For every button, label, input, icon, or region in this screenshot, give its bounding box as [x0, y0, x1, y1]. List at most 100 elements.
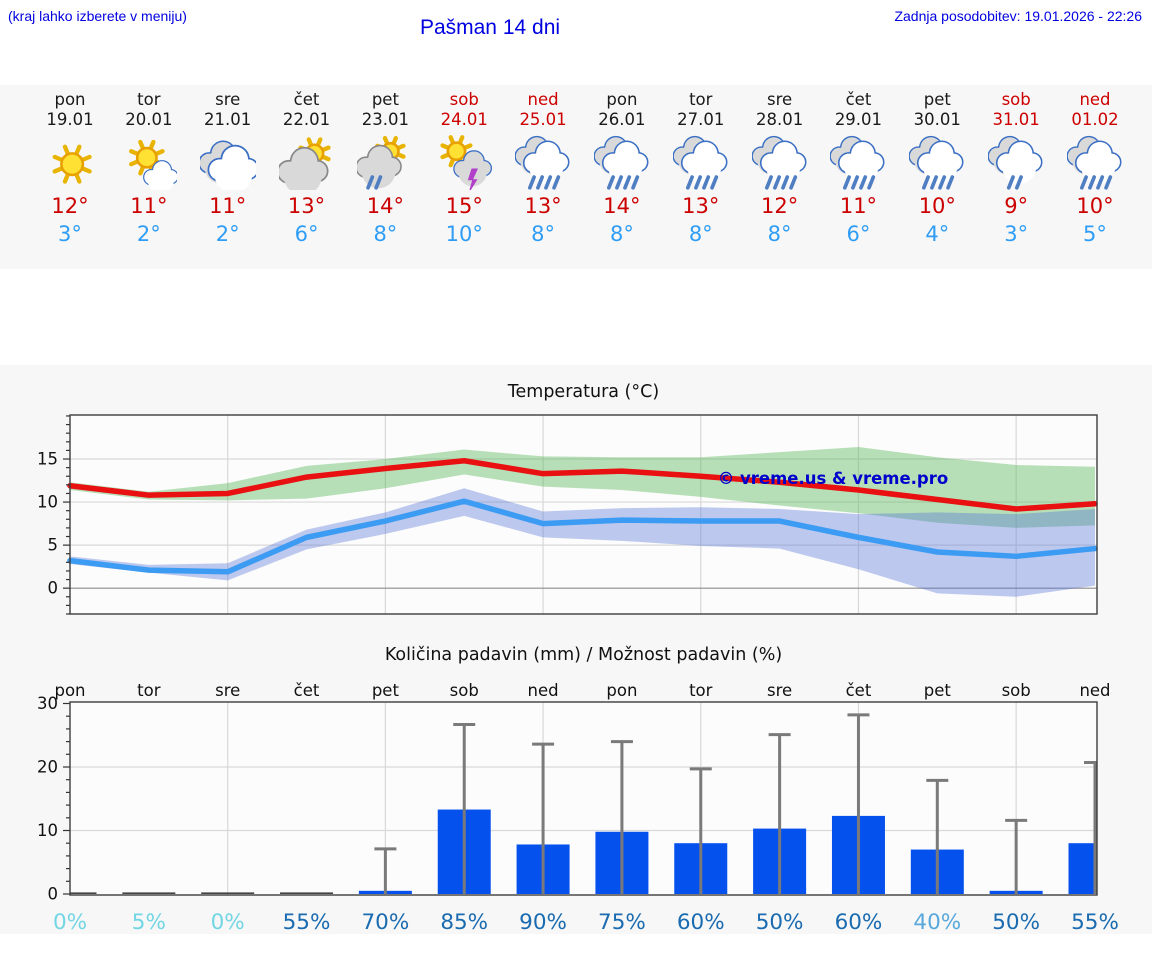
high-temp-label: 13°	[682, 194, 720, 218]
day-column: sre 28.01 12° 8°	[740, 85, 819, 269]
high-temp-label: 10°	[1076, 194, 1114, 218]
low-temp-label: 3°	[58, 222, 82, 246]
low-temp-label: 8°	[767, 222, 792, 246]
plot-frame	[69, 701, 1098, 896]
low-temp-label: 6°	[294, 222, 319, 246]
day-column: sob 24.01 15° 10°	[425, 85, 504, 269]
day-column: pet 23.01 14° 8°	[346, 85, 425, 269]
day-date-label: 25.01	[519, 110, 567, 129]
precip-probability-label: 60%	[835, 910, 883, 935]
page-title: Pašman 14 dni	[419, 16, 561, 39]
high-temp-label: 11°	[130, 194, 168, 218]
y-tick-label: 5	[48, 536, 59, 555]
precip-probability-label: 0%	[53, 910, 87, 935]
rain-icon	[672, 135, 728, 190]
high-temp-label: 15°	[445, 194, 483, 218]
precip-bar	[1068, 843, 1097, 894]
precip-probability-label: 5%	[132, 910, 166, 935]
plot-area	[70, 415, 1097, 614]
day-axis-label: pet	[924, 681, 952, 700]
precip-probability-label: 90%	[519, 910, 567, 935]
day-axis-label: tor	[689, 681, 713, 700]
precip-bar-zero	[70, 892, 97, 894]
day-column: čet 22.01 13° 6°	[267, 85, 346, 269]
day-name-label: sre	[767, 90, 793, 109]
min-temp-range-band	[70, 488, 1096, 597]
precip-probability-label: 85%	[440, 910, 488, 935]
rain-icon	[1066, 135, 1122, 190]
rain-icon	[515, 135, 570, 190]
high-temp-label: 10°	[918, 194, 956, 218]
day-date-label: 23.01	[361, 110, 409, 129]
watermark-text: © vreme.us & vreme.pro	[718, 469, 948, 488]
location-menu-hint: (kraj lahko izberete v meniju)	[8, 8, 187, 24]
day-axis-label: tor	[137, 681, 161, 700]
precip-bar-zero	[280, 892, 334, 894]
day-column: sob 31.01 9° 3°	[977, 85, 1056, 269]
day-column: tor 20.01 11° 2°	[109, 85, 188, 269]
day-date-label: 30.01	[913, 110, 961, 129]
sun-small-cloud-icon	[128, 139, 177, 190]
sun-cloud-rain-icon	[357, 136, 406, 190]
day-axis-label: sob	[1002, 681, 1031, 700]
precip-probability-label: 70%	[361, 910, 409, 935]
day-name-label: čet	[845, 90, 872, 109]
day-column: ned 01.02 10° 5°	[1056, 85, 1135, 269]
day-name-label: tor	[137, 90, 161, 109]
day-axis-label: pon	[606, 681, 637, 700]
day-column: ned 25.01 13° 8°	[504, 85, 583, 269]
day-date-label: 24.01	[440, 110, 488, 129]
day-axis-label: sre	[767, 681, 792, 700]
precip-probability-label: 60%	[677, 910, 725, 935]
rain-light-icon	[988, 135, 1043, 190]
sun-cloud-thunder-icon	[440, 135, 493, 190]
low-temp-label: 2°	[215, 222, 240, 246]
last-update-label: Zadnja posodobitev: 19.01.2026 - 22:26	[894, 8, 1142, 24]
precipitation-chart: pon tor sre čet pet sob ned pon tor sre čet pet sob n…	[37, 681, 1119, 935]
day-column: pon 26.01 14° 8°	[583, 85, 662, 269]
day-date-label: 26.01	[598, 110, 646, 129]
day-date-label: 29.01	[834, 110, 883, 129]
day-axis-label: ned	[1079, 681, 1110, 700]
rain-icon	[830, 135, 885, 190]
day-name-label: ned	[1079, 90, 1111, 109]
day-axis-label: čet	[846, 681, 872, 700]
high-temp-label: 14°	[366, 194, 404, 218]
day-name-label: sob	[449, 90, 479, 109]
day-date-label: 19.01	[46, 110, 94, 129]
y-tick-label: 30	[37, 694, 58, 713]
y-tick-label: 0	[48, 579, 59, 598]
day-name-label: pon	[606, 90, 638, 109]
precip-probability-label: 0%	[211, 910, 245, 935]
temperature-chart-title: Temperatura (°C)	[507, 382, 660, 402]
day-date-label: 20.01	[125, 110, 173, 129]
day-date-label: 01.02	[1071, 110, 1119, 129]
day-axis-label: sre	[215, 681, 240, 700]
precip-probability-label: 55%	[1071, 910, 1119, 935]
low-temp-label: 8°	[531, 222, 555, 246]
high-temp-label: 11°	[839, 194, 878, 218]
day-axis-label: pet	[372, 681, 400, 700]
max-temp-range-band	[70, 446, 1096, 528]
day-name-label: pet	[923, 90, 951, 109]
day-column: pon 19.01 12° 3°	[31, 85, 110, 269]
high-temp-label: 12°	[51, 194, 89, 218]
high-temp-label: 9°	[1004, 194, 1029, 218]
day-column: tor 27.01 13° 8°	[661, 85, 740, 269]
low-temp-label: 8°	[373, 222, 398, 246]
precip-probability-label: 55%	[283, 910, 331, 935]
rain-icon	[751, 135, 807, 190]
high-temp-label: 12°	[760, 194, 799, 218]
fourteen-day-strip: pon 19.01 12° 3° tor 20.01 11° 2° sre 21.01 11° 2° č…	[0, 85, 1152, 269]
day-name-label: tor	[689, 90, 713, 109]
precip-probability-label: 75%	[598, 910, 646, 935]
precipitation-chart-title: Količina padavin (mm) / Možnost padavin …	[384, 645, 783, 665]
low-temp-label: 8°	[609, 222, 634, 246]
temperature-chart: © vreme.us & vreme.pro 0 5 10 15	[37, 414, 1098, 615]
day-name-label: pon	[54, 90, 86, 109]
precip-bar-zero	[122, 892, 176, 894]
low-temp-label: 8°	[688, 222, 713, 246]
low-temp-label: 5°	[1083, 222, 1107, 246]
day-date-label: 21.01	[204, 110, 252, 129]
low-temp-label: 4°	[925, 222, 950, 246]
